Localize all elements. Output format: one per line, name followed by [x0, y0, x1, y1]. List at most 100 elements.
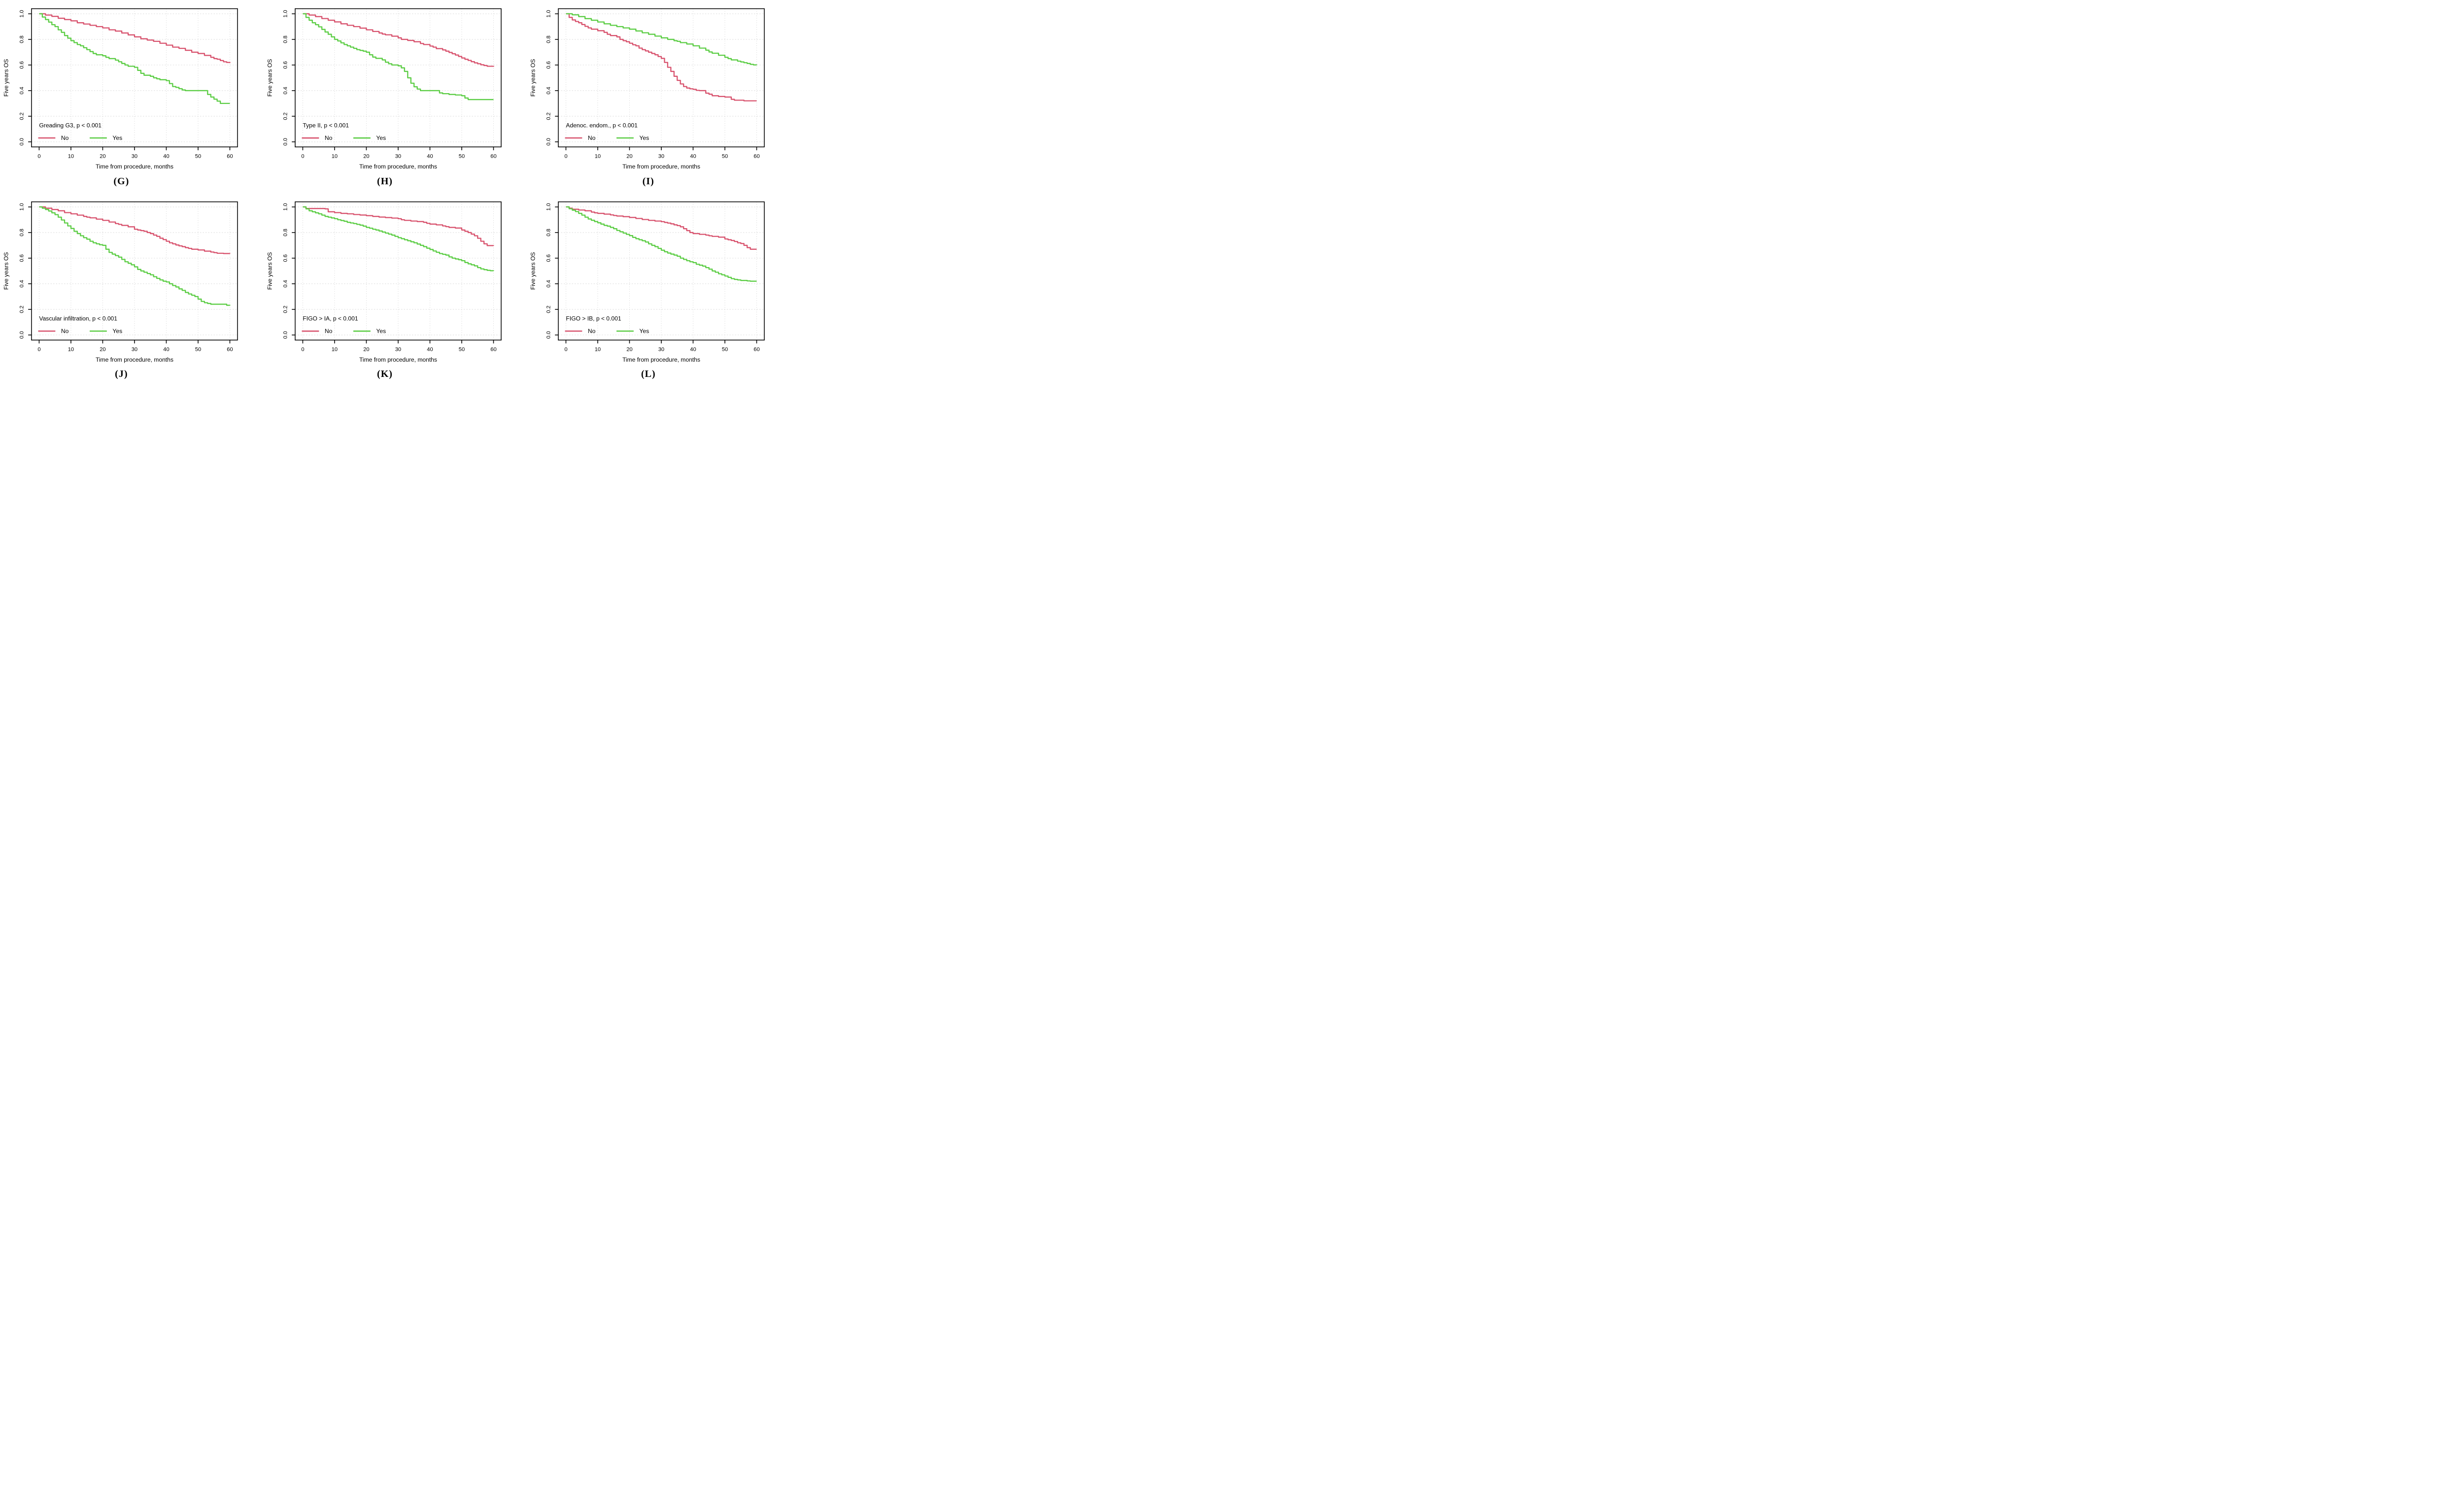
legend-title: Vascular infiltration, p < 0.001 [39, 315, 117, 322]
km-plot-svg: 0 10 20 30 40 50 60 0.0 0.2 0.4 0.6 0.8 1.0 Time from… [3, 201, 238, 363]
y-tick-label: 0.8 [19, 229, 25, 236]
x-tick-label: 30 [658, 153, 664, 159]
legend-yes-label: Yes [112, 135, 122, 141]
panel-letter: (H) [377, 175, 393, 187]
x-tick-label: 20 [363, 153, 369, 159]
km-panel-g: 0 10 20 30 40 50 60 0.0 0.2 0.4 0.6 0.8 1.0 Time from… [1, 3, 242, 187]
legend-no-label: No [588, 135, 596, 141]
x-tick-label: 20 [100, 153, 105, 159]
legend-yes-label: Yes [112, 328, 122, 335]
x-tick-label: 30 [395, 153, 401, 159]
y-axis-label: Five years OS [530, 252, 537, 290]
x-tick-label: 10 [331, 153, 337, 159]
x-tick-label: 20 [627, 153, 633, 159]
x-tick-label: 0 [301, 153, 304, 159]
y-tick-label: 0.2 [282, 305, 288, 313]
y-tick-label: 0.6 [19, 254, 25, 262]
y-tick-label: 0.8 [282, 35, 288, 43]
x-tick-label: 0 [37, 153, 40, 159]
x-axis-label: Time from procedure, months [622, 163, 700, 170]
legend-yes-label: Yes [640, 135, 650, 141]
y-tick-label: 1.0 [282, 10, 288, 17]
x-tick-label: 60 [754, 153, 760, 159]
legend-title: Type II, p < 0.001 [303, 122, 349, 129]
legend-no-label: No [61, 328, 69, 335]
y-tick-label: 0.6 [546, 61, 552, 68]
x-tick-label: 30 [395, 346, 401, 352]
y-tick-label: 0.0 [282, 138, 288, 145]
x-tick-label: 0 [565, 153, 568, 159]
x-tick-label: 40 [427, 153, 433, 159]
series-yes-curve [566, 206, 757, 282]
x-tick-label: 0 [301, 346, 304, 352]
x-tick-label: 60 [490, 153, 496, 159]
panel-letter: (K) [377, 369, 393, 380]
y-tick-label: 0.0 [546, 138, 552, 145]
x-tick-label: 40 [163, 153, 169, 159]
legend-no-label: No [325, 135, 333, 141]
legend-title: FIGO > IA, p < 0.001 [303, 315, 358, 322]
km-panel-j: 0 10 20 30 40 50 60 0.0 0.2 0.4 0.6 0.8 1.0 Time from… [1, 196, 242, 380]
legend-yes-label: Yes [376, 328, 386, 335]
panel-letter: (L) [641, 369, 656, 380]
km-panel-k: 0 10 20 30 40 50 60 0.0 0.2 0.4 0.6 0.8 1.0 Time from… [265, 196, 506, 380]
x-tick-label: 20 [627, 346, 633, 352]
y-tick-label: 0.8 [19, 35, 25, 43]
x-tick-label: 50 [195, 346, 201, 352]
x-tick-label: 40 [427, 346, 433, 352]
series-yes-curve [39, 13, 230, 104]
x-tick-label: 20 [363, 346, 369, 352]
series-no-curve [39, 13, 231, 64]
x-tick-label: 50 [195, 153, 201, 159]
series-yes-curve [39, 206, 231, 306]
legend-title: Greading G3, p < 0.001 [39, 122, 102, 129]
x-tick-label: 40 [690, 153, 696, 159]
y-tick-label: 0.8 [282, 229, 288, 236]
y-tick-label: 0.8 [546, 35, 552, 43]
x-axis-label: Time from procedure, months [622, 356, 700, 363]
km-plot-svg: 0 10 20 30 40 50 60 0.0 0.2 0.4 0.6 0.8 1.0 Time from… [266, 201, 502, 363]
series-no-curve [303, 13, 494, 67]
km-plot-svg: 0 10 20 30 40 50 60 0.0 0.2 0.4 0.6 0.8 1.0 Time from… [3, 8, 238, 170]
km-plot-svg: 0 10 20 30 40 50 60 0.0 0.2 0.4 0.6 0.8 1.0 Time from… [266, 8, 502, 170]
y-tick-label: 0.6 [282, 254, 288, 262]
x-tick-label: 20 [100, 346, 105, 352]
x-tick-label: 30 [658, 346, 664, 352]
series-no-curve [566, 13, 757, 101]
y-tick-label: 0.6 [282, 61, 288, 68]
y-tick-label: 0.4 [282, 87, 288, 94]
km-plot-svg: 0 10 20 30 40 50 60 0.0 0.2 0.4 0.6 0.8 1.0 Time from… [530, 8, 765, 170]
legend-title: Adenoc. endom., p < 0.001 [566, 122, 638, 129]
x-axis-label: Time from procedure, months [359, 163, 437, 170]
x-tick-label: 10 [595, 153, 601, 159]
x-tick-label: 50 [722, 153, 728, 159]
figure-page: 0 10 20 30 40 50 60 0.0 0.2 0.4 0.6 0.8 1.0 Time from… [0, 0, 773, 401]
y-tick-label: 0.6 [546, 254, 552, 262]
series-no-curve [39, 206, 231, 254]
x-tick-label: 60 [227, 153, 233, 159]
x-tick-label: 10 [68, 153, 74, 159]
km-plot-svg: 0 10 20 30 40 50 60 0.0 0.2 0.4 0.6 0.8 1.0 Time from… [530, 201, 765, 363]
y-tick-label: 0.0 [19, 138, 25, 145]
y-tick-label: 1.0 [19, 203, 25, 210]
legend-no-label: No [325, 328, 333, 335]
y-axis-label: Five years OS [266, 252, 273, 290]
y-tick-label: 0.2 [546, 112, 552, 120]
x-tick-label: 50 [722, 346, 728, 352]
y-tick-label: 0.0 [282, 331, 288, 338]
y-tick-label: 0.0 [546, 331, 552, 338]
y-tick-label: 0.4 [546, 280, 552, 287]
y-tick-label: 0.0 [19, 331, 25, 338]
series-yes-curve [303, 206, 494, 271]
x-tick-label: 0 [37, 346, 40, 352]
x-tick-label: 30 [132, 346, 137, 352]
x-tick-label: 0 [565, 346, 568, 352]
x-tick-label: 60 [490, 346, 496, 352]
y-tick-label: 0.4 [546, 87, 552, 94]
y-tick-label: 1.0 [546, 203, 552, 210]
y-tick-label: 0.4 [19, 87, 25, 94]
series-no-curve [303, 206, 494, 246]
figure-grid: 0 10 20 30 40 50 60 0.0 0.2 0.4 0.6 0.8 1.0 Time from… [0, 0, 773, 380]
y-tick-label: 0.4 [19, 280, 25, 287]
x-tick-label: 10 [331, 346, 337, 352]
